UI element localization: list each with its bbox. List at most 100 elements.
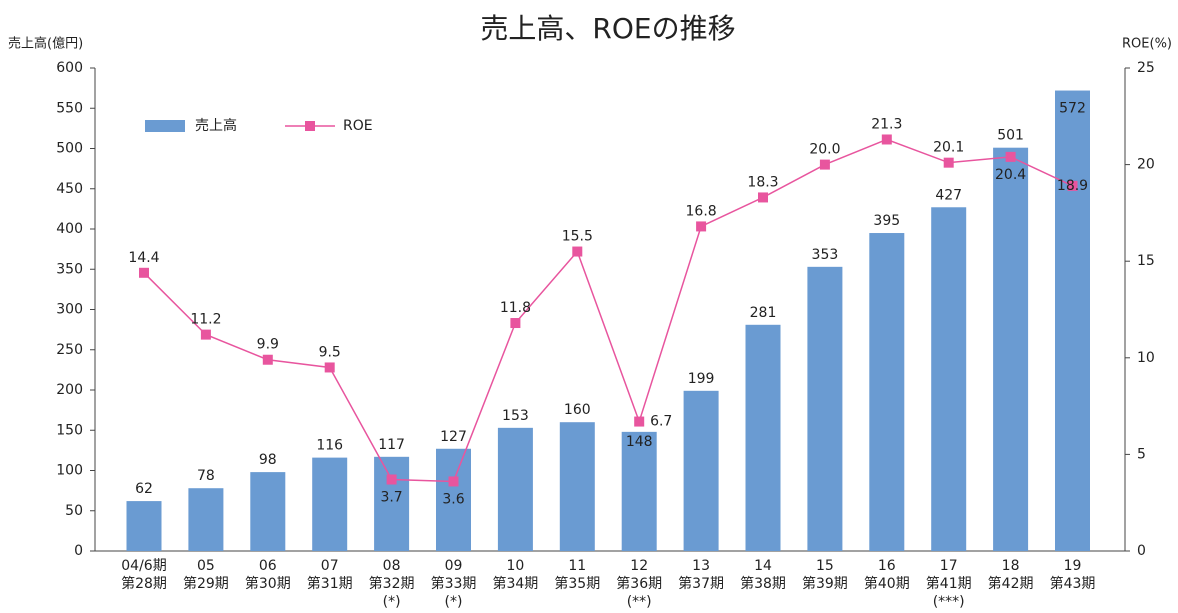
- bar: [1055, 90, 1090, 551]
- x-tick-label: (*): [445, 594, 463, 610]
- chart-title: 売上高、ROEの推移: [480, 12, 735, 45]
- bar-value-label: 62: [135, 481, 153, 497]
- x-tick-label: 08: [383, 558, 401, 574]
- x-tick-label: 第43期: [1050, 575, 1096, 592]
- bar-value-label: 98: [259, 452, 277, 468]
- x-tick-label: 第32期: [369, 575, 415, 592]
- line-value-label: 15.5: [562, 229, 593, 245]
- bar-value-label: 427: [935, 187, 962, 203]
- x-tick-label: 18: [1002, 558, 1020, 574]
- x-tick-label: 第41期: [926, 575, 972, 592]
- y2-tick-label: 5: [1137, 446, 1146, 462]
- line-value-label: 11.8: [500, 300, 531, 316]
- line-value-label: 9.5: [319, 344, 341, 360]
- bar-value-label: 117: [378, 437, 405, 453]
- y2-tick-label: 25: [1137, 60, 1155, 76]
- legend-label: ROE: [343, 118, 373, 134]
- x-tick-label: 07: [321, 558, 339, 574]
- legend-swatch: [305, 121, 315, 131]
- bar: [807, 266, 843, 551]
- x-tick-label: 第36期: [616, 575, 662, 592]
- y-tick-label: 250: [56, 342, 83, 358]
- line-marker: [324, 362, 335, 373]
- x-tick-label: 09: [445, 558, 463, 574]
- bar: [559, 422, 595, 551]
- x-tick-label: 第40期: [864, 575, 910, 592]
- bar-value-label: 501: [997, 128, 1024, 144]
- y-tick-label: 200: [56, 382, 83, 398]
- line: [143, 138, 1073, 483]
- bar: [188, 488, 224, 551]
- legend-label: 売上高: [195, 117, 237, 134]
- y2-tick-label: 20: [1137, 157, 1155, 173]
- x-tick-label: 第35期: [554, 575, 600, 592]
- x-tick-label: 05: [197, 558, 215, 574]
- line-value-label: 18.9: [1057, 178, 1088, 194]
- y-tick-label: 100: [56, 463, 83, 479]
- line-value-label: 9.9: [257, 337, 279, 353]
- bar: [497, 427, 533, 551]
- x-tick-label: 15: [816, 558, 834, 574]
- x-tick-label: 12: [630, 558, 648, 574]
- x-tick-label: 19: [1064, 558, 1082, 574]
- bar-value-label: 160: [564, 402, 591, 418]
- line-marker: [881, 134, 892, 145]
- y-tick-label: 400: [56, 221, 83, 237]
- line-value-label: 6.7: [650, 414, 672, 430]
- bar-value-label: 281: [750, 305, 777, 321]
- line-marker: [139, 267, 149, 278]
- line-value-label: 18.3: [747, 174, 778, 190]
- y-tick-label: 50: [65, 503, 83, 519]
- bar: [993, 147, 1029, 551]
- bar-value-label: 153: [502, 408, 529, 424]
- bar: [312, 457, 348, 551]
- x-tick-label: 16: [878, 558, 896, 574]
- x-tick-label: 13: [692, 558, 710, 574]
- y-tick-label: 500: [56, 141, 83, 157]
- bar: [621, 431, 657, 551]
- line-marker: [1067, 180, 1078, 191]
- line-marker: [696, 221, 707, 232]
- y2-tick-label: 15: [1137, 253, 1155, 269]
- line-marker: [819, 159, 830, 170]
- bar: [683, 390, 719, 551]
- x-tick-label: 第34期: [492, 575, 538, 592]
- x-tick-label: 06: [259, 558, 277, 574]
- x-tick-label: 14: [754, 558, 772, 574]
- line-value-label: 20.4: [995, 167, 1026, 183]
- x-tick-label: 第39期: [802, 575, 848, 592]
- y2-tick-label: 0: [1137, 543, 1146, 559]
- legend-swatch: [145, 120, 185, 132]
- x-tick-label: 04/6期: [121, 558, 166, 574]
- bar-value-label: 572: [1059, 101, 1086, 117]
- line-marker: [200, 329, 211, 340]
- x-tick-label: (***): [933, 594, 965, 610]
- y-tick-label: 600: [56, 60, 83, 76]
- line-marker: [943, 157, 954, 168]
- x-tick-label: 第31期: [307, 575, 353, 592]
- bar-value-label: 127: [440, 429, 467, 445]
- line-value-label: 3.7: [380, 490, 402, 506]
- bar: [374, 456, 410, 551]
- bar-value-label: 353: [812, 247, 839, 263]
- x-tick-label: 第33期: [431, 575, 477, 592]
- line-value-label: 16.8: [686, 203, 717, 219]
- y-tick-label: 350: [56, 261, 83, 277]
- bar: [436, 448, 471, 551]
- line-marker: [1005, 151, 1016, 162]
- line-value-label: 21.3: [871, 116, 902, 132]
- line-marker: [386, 474, 397, 485]
- x-tick-label: 第28期: [121, 575, 167, 592]
- bar: [869, 233, 905, 551]
- line-marker: [634, 416, 645, 427]
- y-tick-label: 150: [56, 422, 83, 438]
- x-tick-label: 第30期: [245, 575, 291, 592]
- line-value-label: 20.0: [809, 142, 840, 158]
- x-tick-label: 第29期: [183, 575, 229, 592]
- bar: [931, 207, 967, 551]
- x-tick-label: (**): [627, 594, 652, 610]
- line-value-label: 11.2: [190, 312, 221, 328]
- x-tick-label: 第38期: [740, 575, 786, 592]
- x-tick-label: 10: [506, 558, 524, 574]
- x-tick-label: 第42期: [988, 575, 1034, 592]
